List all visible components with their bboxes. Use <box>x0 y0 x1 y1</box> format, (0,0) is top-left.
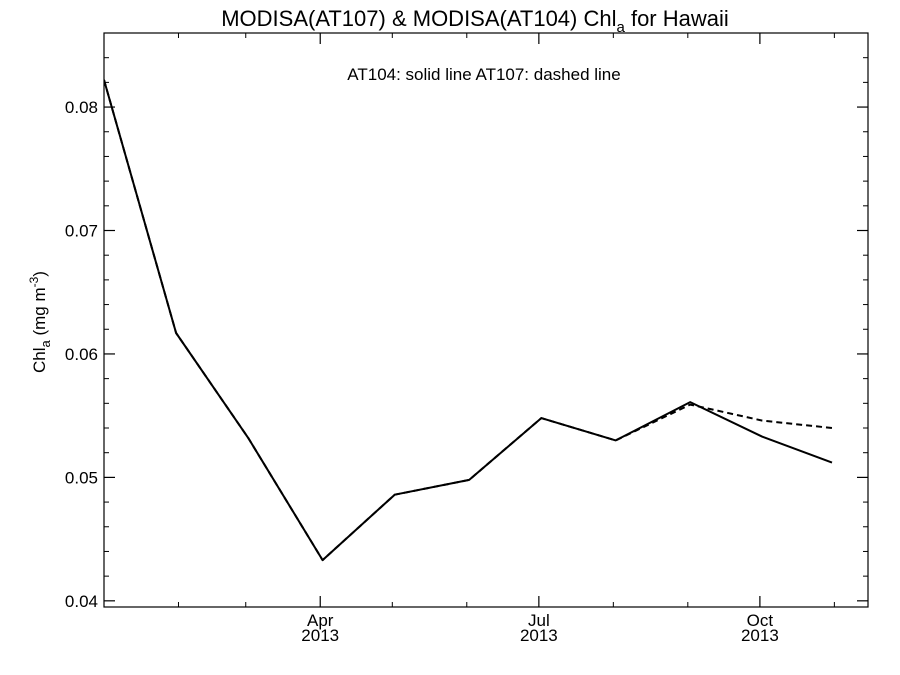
x-tick-label-year: 2013 <box>741 626 779 645</box>
x-tick-label-month: Apr <box>307 611 334 630</box>
series-legend-annotation: AT104: solid line AT107: dashed line <box>347 65 620 84</box>
y-axis: 0.04 0.05 0.06 0.07 0.08 <box>65 32 868 611</box>
y-tick-label: 0.08 <box>65 98 98 117</box>
y-tick-label: 0.07 <box>65 222 98 241</box>
x-tick-label-month: Jul <box>528 611 550 630</box>
plot-frame <box>103 32 869 608</box>
series-line-at107 <box>104 79 833 562</box>
x-tick-label-year: 2013 <box>301 626 339 645</box>
series-layer <box>104 79 833 562</box>
y-tick-label: 0.06 <box>65 345 98 364</box>
y-axis-label: Chla (mg m-3) <box>27 271 53 373</box>
x-tick-label-month: Oct <box>747 611 774 630</box>
x-tick-label-year: 2013 <box>520 626 558 645</box>
y-tick-label: 0.05 <box>65 468 98 487</box>
y-tick-label: 0.04 <box>65 592 98 611</box>
chart-title: MODISA(AT107) & MODISA(AT104) Chla for H… <box>221 6 729 36</box>
series-line-at104 <box>104 79 833 562</box>
